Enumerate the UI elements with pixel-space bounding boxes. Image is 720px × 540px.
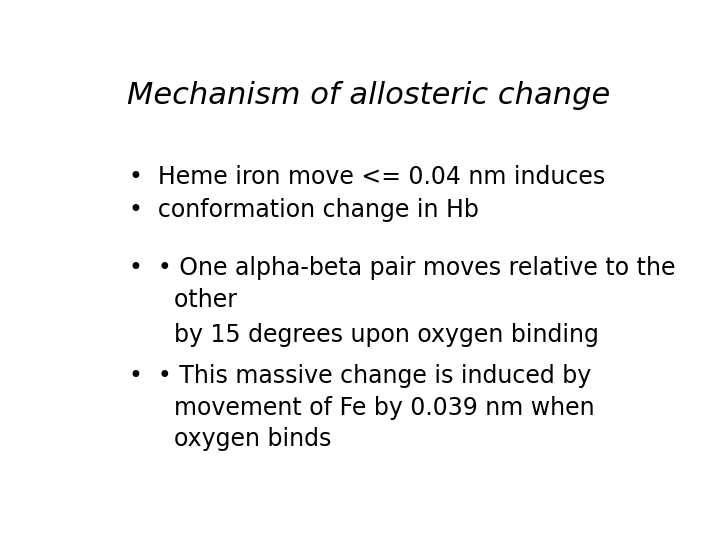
Text: Mechanism of allosteric change: Mechanism of allosteric change (127, 82, 611, 111)
Text: by 15 degrees upon oxygen binding: by 15 degrees upon oxygen binding (129, 322, 599, 347)
Text: •  conformation change in Hb: • conformation change in Hb (129, 198, 479, 222)
Text: •  Heme iron move <= 0.04 nm induces: • Heme iron move <= 0.04 nm induces (129, 165, 606, 188)
Text: •  • One alpha-beta pair moves relative to the
      other: • • One alpha-beta pair moves relative t… (129, 256, 675, 312)
Text: •  • This massive change is induced by
      movement of Fe by 0.039 nm when
   : • • This massive change is induced by mo… (129, 364, 595, 451)
